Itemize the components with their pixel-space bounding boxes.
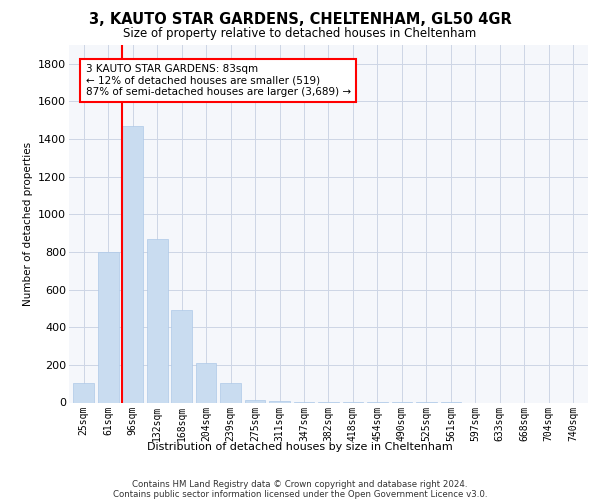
Y-axis label: Number of detached properties: Number of detached properties: [23, 142, 32, 306]
Bar: [122, 126, 143, 402]
Bar: [220, 382, 241, 402]
Bar: [73, 382, 94, 402]
Bar: [269, 400, 290, 402]
Text: 3, KAUTO STAR GARDENS, CHELTENHAM, GL50 4GR: 3, KAUTO STAR GARDENS, CHELTENHAM, GL50 …: [89, 12, 511, 28]
Bar: [196, 363, 217, 403]
Text: Distribution of detached houses by size in Cheltenham: Distribution of detached houses by size …: [147, 442, 453, 452]
Bar: [147, 239, 167, 402]
Text: 3 KAUTO STAR GARDENS: 83sqm
← 12% of detached houses are smaller (519)
87% of se: 3 KAUTO STAR GARDENS: 83sqm ← 12% of det…: [86, 64, 351, 97]
Text: Contains HM Land Registry data © Crown copyright and database right 2024.
Contai: Contains HM Land Registry data © Crown c…: [113, 480, 487, 500]
Bar: [98, 252, 119, 402]
Bar: [171, 310, 192, 402]
Bar: [245, 400, 265, 402]
Text: Size of property relative to detached houses in Cheltenham: Size of property relative to detached ho…: [124, 28, 476, 40]
